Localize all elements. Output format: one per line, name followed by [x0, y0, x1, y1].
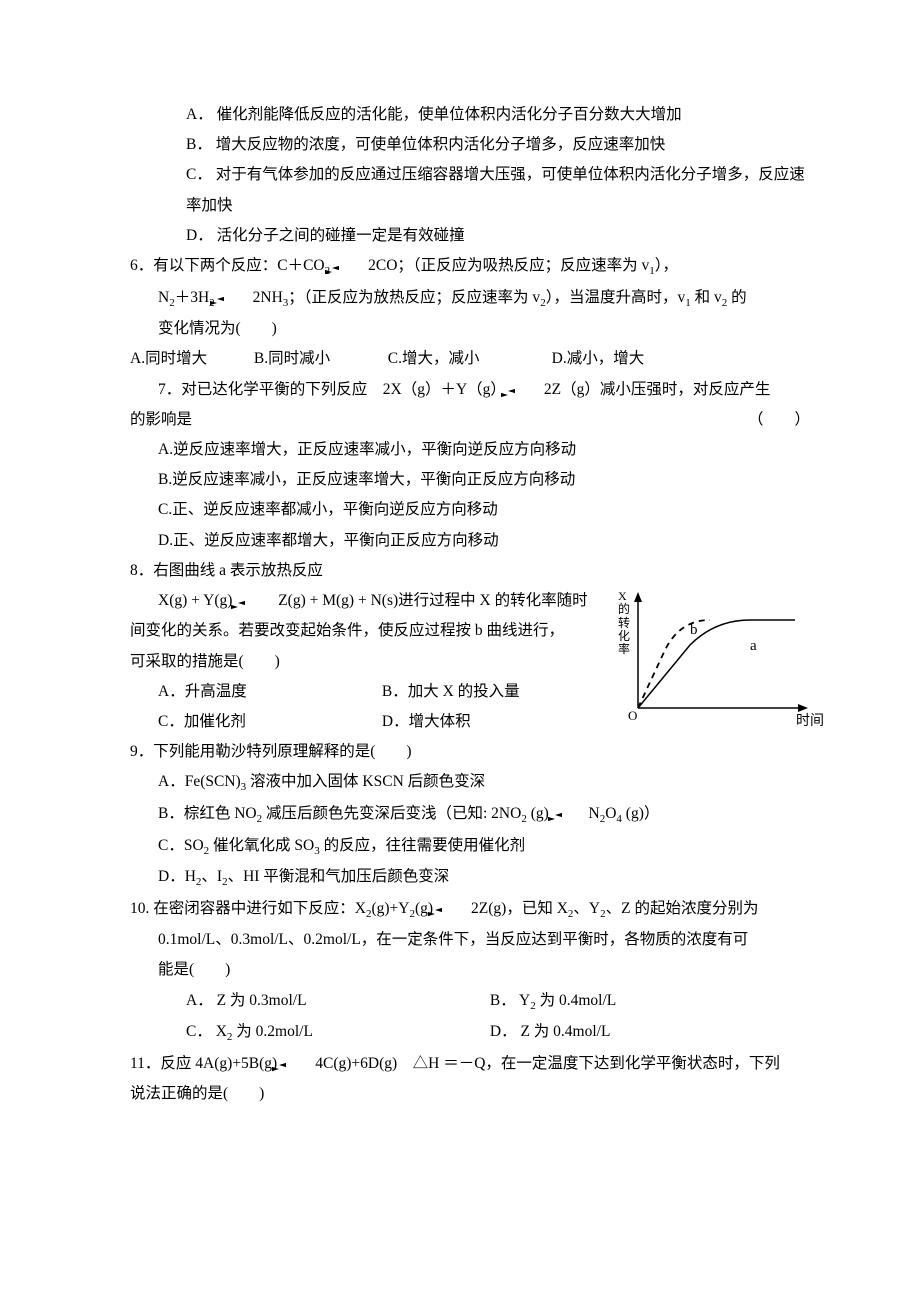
q10-opt-a: A． Z 为 0.3mol/L [186, 986, 486, 1016]
q7-opt-c: C.正、逆反应速率都减小，平衡向逆反应方向移动 [158, 495, 820, 525]
q8-text-col: X(g) + Y(g) Z(g) + M(g) + N(s)进行过程中 X 的转… [130, 586, 620, 737]
q8-l2b: Z(g) + M(g) + N(s)进行过程中 X 的转化率随时 [274, 592, 587, 609]
q6-opt-c: C.增大，减小 [388, 344, 548, 374]
q6-l1b: 2CO；（正反应为吸热反应；反应速率为 v [368, 257, 649, 274]
graph-x-label: 时间 [796, 708, 824, 735]
q9-opt-c: C．SO2 催化氧化成 SO3 的反应，往往需要使用催化剂 [158, 831, 820, 863]
q6-l1a: 6．有以下两个反应：C＋CO [130, 257, 325, 274]
q8-opt-b: B．加大 X 的投入量 [382, 677, 520, 707]
q8-line1: 8．右图曲线 a 表示放热反应 [130, 556, 820, 586]
q7-stem1: 7．对已达化学平衡的下列反应 2X（g）＋Y（g） [158, 381, 506, 398]
q5-options: A． 催化剂能降低反应的活化能，使单位体积内活化分子百分数大大增加 B． 增大反… [186, 100, 820, 251]
q8-line3: 间变化的关系。若要改变起始条件，使反应过程按 b 曲线进行， [130, 616, 620, 646]
q10-line1: 10. 在密闭容器中进行如下反应：X2(g)+Y2(g)2Z(g)，已知 X2、… [130, 894, 820, 926]
graph-svg: b a O [620, 590, 810, 720]
q6-line1: 6．有以下两个反应：C＋CO22CO；（正反应为吸热反应；反应速率为 v1）， [130, 251, 820, 283]
q9-options: A．Fe(SCN)3 溶液中加入固体 KSCN 后颜色变深 B．棕红色 NO2 … [158, 767, 820, 893]
q8-opt-c: C．加催化剂 [158, 707, 378, 737]
q8-line4: 可采取的措施是( ) [130, 647, 620, 677]
q8-graph: X的转化率 b a O 时间 [620, 586, 820, 737]
q10-row2: C． X2 为 0.2mol/L D． Z 为 0.4mol/L [186, 1017, 820, 1049]
q7-stem-line1: 7．对已达化学平衡的下列反应 2X（g）＋Y（g） 2Z（g）减小压强时，对反应产… [130, 375, 820, 405]
q11-line2: 说法正确的是( ) [130, 1079, 820, 1109]
q6-line2: N2＋3H22NH3；（正反应为放热反应；反应速率为 v2），当温度升高时，v1… [158, 283, 820, 315]
q7-stem3: 的影响是 [130, 411, 192, 428]
q5-opt-c: C． 对于有气体参加的反应通过压缩容器增大压强，可使单位体积内活化分子增多，反应… [186, 160, 820, 220]
q6-opt-d: D.减小，增大 [552, 344, 645, 374]
q8-opt-a: A．升高温度 [158, 677, 378, 707]
q9-opt-b: B．棕红色 NO2 减压后颜色先变深后变浅（已知: 2NO2 (g) N2O4 … [158, 799, 820, 831]
q7-opt-b: B.逆反应速率减小，正反应速率增大，平衡向正反应方向移动 [158, 465, 820, 495]
q5-opt-a: A． 催化剂能降低反应的活化能，使单位体积内活化分子百分数大大增加 [186, 100, 820, 130]
q6-l2f: 和 v [691, 289, 722, 306]
q6-l2b: ＋3H [175, 289, 209, 306]
q7-opt-a: A.逆反应速率增大，正反应速率减小，平衡向逆反应方向移动 [158, 435, 820, 465]
q10-opt-c: C． X2 为 0.2mol/L [186, 1017, 486, 1049]
q6-l1c: ）， [655, 257, 678, 274]
q8-options-row2: C．加催化剂 D．增大体积 [158, 707, 620, 737]
q7-options: A.逆反应速率增大，正反应速率减小，平衡向逆反应方向移动 B.逆反应速率减小，正… [158, 435, 820, 556]
q8-body: X(g) + Y(g) Z(g) + M(g) + N(s)进行过程中 X 的转… [130, 586, 820, 737]
q10-line3: 能是( ) [158, 955, 820, 985]
q8-opt-d: D．增大体积 [382, 707, 471, 737]
q6-line3: 变化情况为( ) [158, 314, 820, 344]
q11-line1: 11．反应 4A(g)+5B(g)4C(g)+6D(g) △H ＝－Q，在一定温… [130, 1049, 820, 1079]
q10-opt-b: B． Y2 为 0.4mol/L [490, 986, 616, 1018]
q6-opt-a: A.同时增大 [130, 344, 250, 374]
q7-opt-d: D.正、逆反应速率都增大，平衡向正反应方向移动 [158, 526, 820, 556]
q6-opt-b: B.同时减小 [254, 344, 384, 374]
q8-l2a: X(g) + Y(g) [158, 592, 236, 609]
q8-line2: X(g) + Y(g) Z(g) + M(g) + N(s)进行过程中 X 的转… [158, 586, 620, 616]
q7-stem2: 2Z（g）减小压强时，对反应产生 [544, 381, 770, 398]
q6-l2e: ），当温度升高时，v [546, 289, 686, 306]
graph-label-a: a [750, 638, 757, 654]
q7-stem-line2: 的影响是 （ ） [130, 405, 820, 435]
q9-opt-d: D．H2、I2、HI 平衡混和气加压后颜色变深 [158, 862, 820, 894]
q10-options: A． Z 为 0.3mol/L B． Y2 为 0.4mol/L C． X2 为… [186, 986, 820, 1049]
graph-y-label: X的转化率 [618, 590, 630, 656]
q6-l2a: N [158, 289, 169, 306]
q5-opt-d: D． 活化分子之间的碰撞一定是有效碰撞 [186, 221, 820, 251]
q8-options-row1: A．升高温度 B．加大 X 的投入量 [158, 677, 620, 707]
q10-line2: 0.1mol/L、0.3mol/L、0.2mol/L，在一定条件下，当反应达到平… [158, 925, 820, 955]
q6-options: A.同时增大 B.同时减小 C.增大，减小 D.减小，增大 [130, 344, 820, 374]
q7-answer-blank: （ ） [748, 405, 810, 435]
q5-opt-b: B． 增大反应物的浓度，可使单位体积内活化分子增多，反应速率加快 [186, 130, 820, 160]
q10-row1: A． Z 为 0.3mol/L B． Y2 为 0.4mol/L [186, 986, 820, 1018]
graph-label-b: b [690, 622, 698, 638]
q9-stem: 9．下列能用勒沙特列原理解释的是( ) [130, 737, 820, 767]
q10-opt-d: D． Z 为 0.4mol/L [490, 1017, 611, 1047]
q6-l2g: 的 [727, 289, 746, 306]
graph-origin: O [628, 708, 637, 723]
q6-l2c: 2NH [253, 289, 283, 306]
q6-l2d: ；（正反应为放热反应；反应速率为 v [288, 289, 540, 306]
q9-opt-a: A．Fe(SCN)3 溶液中加入固体 KSCN 后颜色变深 [158, 767, 820, 799]
